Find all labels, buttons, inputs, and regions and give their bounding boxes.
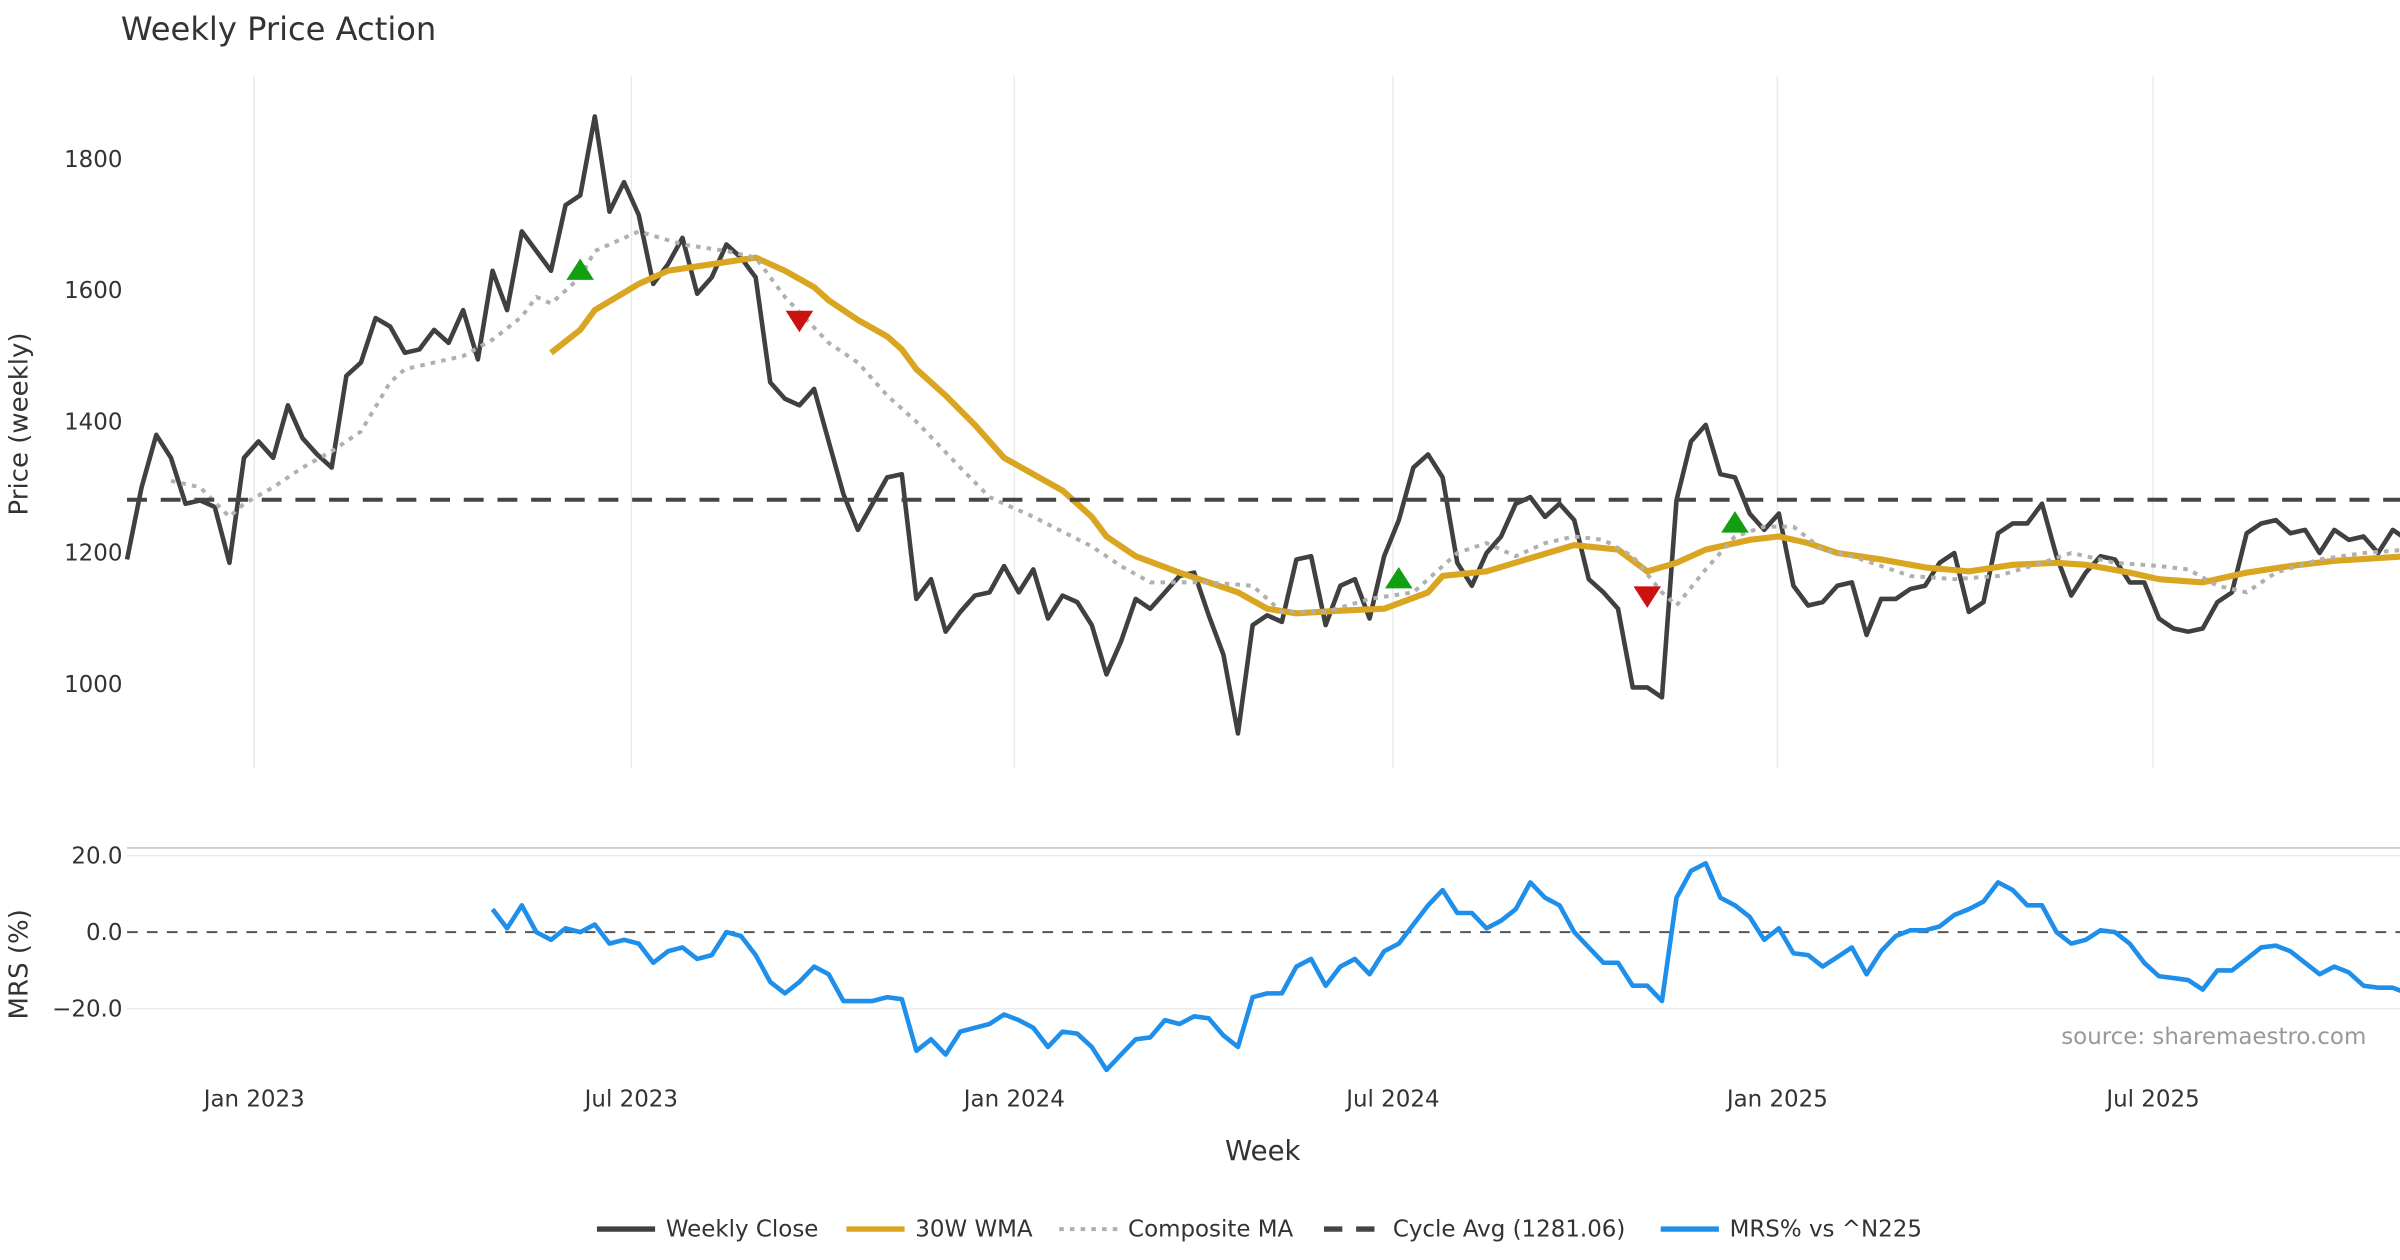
price-y-axis-label: Price (weekly) bbox=[5, 332, 35, 515]
composite-ma-line bbox=[170, 229, 2400, 614]
legend: Weekly Close 30W WMA Composite MA Cycle Avg… bbox=[596, 1217, 1922, 1243]
x-tick-label: Jan 2025 bbox=[1725, 1087, 1828, 1113]
price-y-tick-label: 1800 bbox=[64, 147, 122, 173]
signal-markers bbox=[566, 258, 1749, 608]
legend-label: Composite MA bbox=[1128, 1217, 1293, 1243]
legend-label: MRS% vs ^N225 bbox=[1730, 1217, 1922, 1243]
price-y-tick-label: 1000 bbox=[64, 672, 122, 698]
sell-signal-marker bbox=[785, 310, 814, 333]
x-tick-label: Jan 2023 bbox=[202, 1087, 305, 1113]
mrs-y-axis-label: MRS (%) bbox=[5, 909, 35, 1019]
x-tick-label: Jul 2025 bbox=[2104, 1087, 2199, 1113]
buy-signal-marker bbox=[1721, 511, 1749, 533]
x-tick-label: Jul 2023 bbox=[583, 1087, 678, 1113]
weekly-close-line bbox=[124, 114, 2400, 736]
mrs-grid: 20.0 0.0 −20.0 bbox=[52, 843, 2400, 1022]
mrs-vs-n225-line bbox=[490, 860, 2400, 1073]
chart-title: Weekly Price Action bbox=[121, 10, 436, 48]
x-tick-label: Jan 2024 bbox=[962, 1087, 1065, 1113]
x-tick-label: Jul 2024 bbox=[1344, 1087, 1439, 1113]
price-y-tick-label: 1400 bbox=[64, 409, 122, 435]
mrs-series bbox=[490, 860, 2400, 1073]
price-y-tick-label: 1200 bbox=[64, 541, 122, 567]
30w-wma-line bbox=[549, 254, 2400, 617]
legend-label: Weekly Close bbox=[666, 1217, 819, 1243]
sell-signal-marker bbox=[1633, 586, 1662, 608]
price-series bbox=[124, 114, 2400, 736]
mrs-y-tick-label: 20.0 bbox=[71, 843, 122, 869]
legend-label: Cycle Avg (1281.06) bbox=[1393, 1217, 1626, 1243]
legend-label: 30W WMA bbox=[915, 1217, 1033, 1243]
buy-signal-marker bbox=[1384, 566, 1413, 589]
price-grid: 1000 1200 1400 1600 1800 bbox=[64, 76, 2154, 769]
source-annotation: source: sharemaestro.com bbox=[2061, 1024, 2366, 1050]
x-axis-label: Week bbox=[1225, 1135, 1301, 1167]
mrs-y-tick-label: 0.0 bbox=[86, 920, 122, 946]
price-y-tick-label: 1600 bbox=[64, 278, 122, 304]
x-axis-ticks: Jan 2023 Jul 2023 Jan 2024 Jul 2024 Jan 2025… bbox=[202, 1087, 2200, 1113]
buy-signal-marker bbox=[566, 258, 594, 280]
mrs-y-tick-label: −20.0 bbox=[52, 996, 122, 1022]
